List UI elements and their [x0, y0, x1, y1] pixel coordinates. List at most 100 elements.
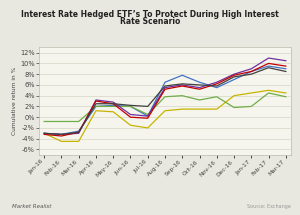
- Line: HYZD: HYZD: [44, 66, 286, 134]
- HYLS: [60, 120, 63, 123]
- HYHG: [42, 133, 46, 136]
- HYLS: [42, 120, 46, 123]
- HYGH: [215, 85, 219, 87]
- HYLS: [163, 95, 167, 98]
- HYZD: [146, 115, 149, 117]
- IGHG: [77, 140, 80, 143]
- HYZD: [94, 105, 98, 108]
- IGHG: [284, 92, 288, 94]
- Line: HYHG: HYHG: [44, 63, 286, 136]
- HYZD: [77, 130, 80, 132]
- HYHG: [60, 135, 63, 137]
- HYHG: [77, 131, 80, 134]
- THHY: [77, 132, 80, 135]
- IGHG: [181, 108, 184, 111]
- IGHG: [267, 89, 270, 92]
- HYHG: [146, 117, 149, 120]
- THHY: [146, 115, 149, 117]
- HYLS: [232, 106, 236, 109]
- HYLS: [198, 99, 201, 101]
- HYZD: [267, 65, 270, 67]
- HYHG: [267, 62, 270, 65]
- HYZD: [129, 105, 132, 108]
- THHY: [181, 84, 184, 86]
- IGHG: [60, 140, 63, 143]
- THHY: [232, 73, 236, 75]
- THHY: [111, 101, 115, 103]
- Line: HYLS: HYLS: [44, 93, 286, 121]
- HYGH: [60, 133, 63, 136]
- Line: THHY: THHY: [44, 58, 286, 134]
- THHY: [42, 132, 46, 135]
- IGHG: [250, 92, 253, 94]
- Legend: HYZD, IGHG, HYLS, THHY, HYHG, HYGH: HYZD, IGHG, HYLS, THHY, HYHG, HYGH: [86, 0, 244, 3]
- HYLS: [215, 95, 219, 98]
- HYHG: [215, 83, 219, 85]
- HYGH: [267, 66, 270, 69]
- HYZD: [60, 133, 63, 136]
- HYLS: [146, 113, 149, 116]
- IGHG: [129, 124, 132, 126]
- HYZD: [181, 74, 184, 77]
- HYGH: [163, 85, 167, 87]
- THHY: [198, 86, 201, 89]
- HYGH: [94, 102, 98, 105]
- HYHG: [181, 85, 184, 87]
- Text: Interest Rate Hedged ETF’s To Protect During High Interest: Interest Rate Hedged ETF’s To Protect Du…: [21, 10, 279, 19]
- HYLS: [94, 105, 98, 108]
- HYGH: [198, 84, 201, 86]
- THHY: [60, 133, 63, 136]
- HYZD: [111, 104, 115, 107]
- HYHG: [232, 74, 236, 77]
- HYGH: [181, 83, 184, 85]
- IGHG: [42, 132, 46, 135]
- IGHG: [232, 94, 236, 97]
- IGHG: [215, 108, 219, 111]
- HYGH: [77, 131, 80, 134]
- IGHG: [146, 127, 149, 129]
- IGHG: [163, 109, 167, 112]
- Line: HYGH: HYGH: [44, 68, 286, 134]
- THHY: [129, 113, 132, 116]
- THHY: [284, 59, 288, 62]
- HYZD: [232, 78, 236, 81]
- HYLS: [250, 105, 253, 108]
- HYGH: [42, 132, 46, 135]
- HYLS: [181, 94, 184, 97]
- Text: Rate Scenario: Rate Scenario: [120, 17, 180, 26]
- HYLS: [111, 105, 115, 108]
- HYGH: [111, 102, 115, 105]
- HYGH: [129, 104, 132, 107]
- IGHG: [94, 109, 98, 112]
- THHY: [250, 68, 253, 70]
- Text: Source: Exchange: Source: Exchange: [247, 204, 291, 209]
- HYZD: [284, 68, 288, 70]
- HYZD: [198, 81, 201, 83]
- THHY: [94, 99, 98, 101]
- HYHG: [198, 88, 201, 91]
- HYZD: [163, 81, 167, 83]
- HYLS: [267, 92, 270, 94]
- Y-axis label: Cumulative return in %: Cumulative return in %: [12, 67, 17, 135]
- HYZD: [42, 132, 46, 135]
- HYHG: [129, 116, 132, 118]
- HYGH: [146, 105, 149, 108]
- THHY: [163, 86, 167, 89]
- Line: IGHG: IGHG: [44, 90, 286, 141]
- THHY: [215, 81, 219, 83]
- HYLS: [284, 95, 288, 98]
- HYLS: [129, 105, 132, 108]
- Text: Market Realist: Market Realist: [12, 204, 51, 209]
- HYGH: [250, 73, 253, 75]
- HYHG: [163, 88, 167, 91]
- HYGH: [232, 75, 236, 78]
- HYHG: [284, 65, 288, 67]
- HYZD: [250, 70, 253, 73]
- HYHG: [250, 70, 253, 73]
- IGHG: [198, 108, 201, 111]
- HYZD: [215, 86, 219, 89]
- HYHG: [111, 102, 115, 105]
- IGHG: [111, 111, 115, 113]
- HYLS: [77, 120, 80, 123]
- THHY: [267, 57, 270, 59]
